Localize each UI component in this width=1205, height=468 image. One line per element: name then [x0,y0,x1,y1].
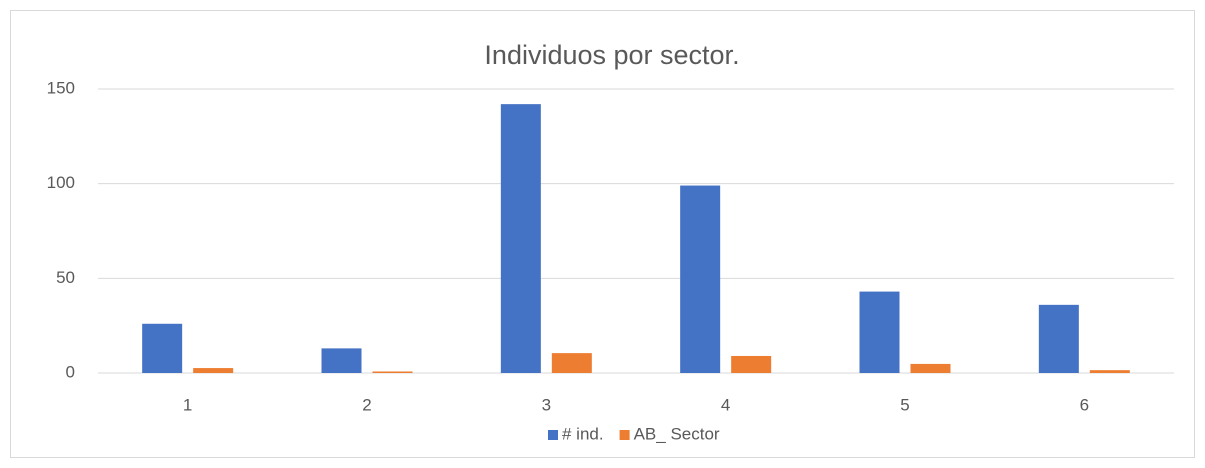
bar [321,348,362,373]
bar [731,355,772,373]
bar [142,323,183,373]
bar [193,368,234,373]
y-tick-label: 100 [47,173,75,192]
chart-title: Individuos por sector. [484,40,739,70]
bar [910,363,951,373]
bar [551,353,592,373]
legend-label: AB_ Sector [634,424,720,443]
x-tick-label: 6 [1080,395,1089,414]
y-tick-label: 150 [47,78,75,97]
x-tick-label: 5 [900,395,909,414]
bar [859,291,900,373]
bar [372,371,413,373]
x-tick-label: 1 [183,395,192,414]
x-tick-label: 2 [362,395,371,414]
bar [680,185,721,373]
y-tick-label: 50 [56,268,75,287]
x-tick-label: 3 [542,395,551,414]
y-tick-label: 0 [66,362,75,381]
legend-swatch [548,430,558,440]
bar [1038,304,1079,373]
legend-label: # ind. [562,424,604,443]
legend-swatch [619,430,630,440]
chart-border [10,10,1195,458]
x-tick-label: 4 [721,395,730,414]
bar [500,104,541,373]
bar [1089,370,1130,373]
